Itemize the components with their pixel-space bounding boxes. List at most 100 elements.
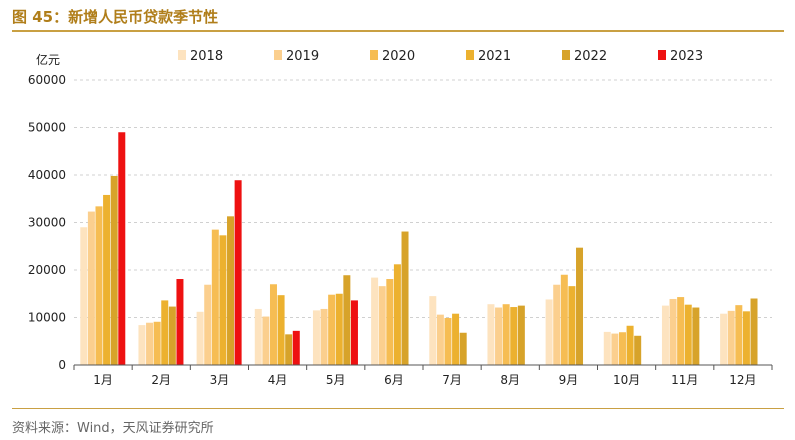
bar-2022-4 [285,334,293,365]
bar-2020-3 [211,229,219,365]
bar-2018-3 [196,311,204,365]
x-tick-label: 4月 [268,373,288,387]
x-tick-label: 1月 [93,373,113,387]
bar-2021-9 [568,286,576,365]
bar-2019-12 [727,310,735,365]
y-axis-unit: 亿元 [36,52,60,67]
bar-2020-4 [269,284,277,365]
bar-2018-5 [312,310,320,365]
bar-2022-2 [168,306,176,365]
bar-2021-12 [742,311,750,365]
y-tick-label: 50000 [28,121,66,135]
bar-2022-1 [110,175,118,365]
bar-2023-5 [350,300,358,365]
x-tick-label: 9月 [559,373,579,387]
bar-2019-6 [378,286,386,365]
source-note: 资料来源：Wind，天风证券研究所 [12,421,214,436]
bar-2018-10 [603,331,611,365]
bar-2022-12 [750,298,758,365]
bar-2018-1 [80,227,88,365]
bar-2020-10 [618,332,626,365]
title-divider [12,30,784,32]
bar-2022-9 [576,247,584,365]
bar-2020-5 [328,294,336,365]
bar-2022-7 [459,332,467,365]
legend-label-2018: 2018 [190,49,223,64]
y-tick-label: 30000 [28,216,66,230]
y-tick-label: 0 [58,358,66,372]
bar-2020-8 [502,304,510,365]
bar-2022-3 [227,216,235,365]
x-tick-label: 6月 [384,373,404,387]
x-tick-label: 11月 [671,373,698,387]
bar-2019-9 [553,284,561,365]
bar-2020-11 [677,297,685,365]
legend-swatch-2020 [370,50,378,60]
legend-label-2023: 2023 [670,49,703,64]
bar-2021-1 [103,194,111,365]
bar-2021-4 [277,295,285,365]
source-divider [12,408,784,409]
bar-2020-9 [560,274,568,365]
chart-title: 图 45：新增人民币贷款季节性 [12,8,219,26]
legend-swatch-2021 [466,50,474,60]
bar-2019-2 [146,322,154,365]
bar-2021-3 [219,235,227,365]
x-tick-label: 7月 [442,373,462,387]
bar-2019-5 [320,308,328,365]
y-tick-label: 40000 [28,168,66,182]
bar-2018-9 [545,299,553,365]
legend-swatch-2023 [658,50,666,60]
bar-2018-8 [487,304,495,365]
x-tick-label: 5月 [326,373,346,387]
bar-2022-8 [517,305,525,365]
x-tick-label: 3月 [210,373,230,387]
bar-2019-11 [669,298,677,365]
y-tick-label: 20000 [28,263,66,277]
bar-2020-12 [735,305,743,365]
bar-2020-2 [153,321,161,365]
bar-2019-8 [495,307,503,365]
bar-2021-7 [452,313,460,365]
x-tick-label: 8月 [500,373,520,387]
bar-2019-4 [262,316,270,365]
y-tick-label: 60000 [28,73,66,87]
bar-series [80,132,758,365]
bar-2021-10 [626,325,634,365]
bar-2023-4 [292,330,300,365]
bar-2021-6 [393,264,401,365]
bar-2018-2 [138,325,146,365]
bar-2020-7 [444,317,452,365]
y-axis-ticks: 0 10000 20000 30000 40000 50000 60000 [28,73,66,372]
bar-2023-1 [118,132,126,365]
bar-2023-2 [176,279,184,365]
bar-2018-7 [429,296,437,365]
bar-2021-11 [684,304,692,365]
bar-2018-6 [371,277,379,365]
legend-label-2020: 2020 [382,49,415,64]
legend-label-2022: 2022 [574,49,607,64]
legend-label-2019: 2019 [286,49,319,64]
x-axis: 1月 2月 3月 4月 5月 6月 7月 8月 9月 10月 11月 12月 [73,364,773,387]
x-tick-label: 10月 [613,373,640,387]
bar-2022-10 [634,335,642,365]
bar-2018-11 [661,305,669,365]
bar-2021-5 [335,293,343,365]
x-tick-label: 12月 [729,373,756,387]
bar-2020-1 [95,206,103,365]
bar-2021-2 [161,300,169,365]
bar-2019-10 [611,333,619,365]
x-tick-label: 2月 [151,373,171,387]
gridlines [74,79,772,318]
bar-2019-7 [436,314,444,365]
bar-2022-11 [692,307,700,365]
bar-2022-5 [343,275,351,365]
legend-swatch-2018 [178,50,186,60]
legend: 2018 2019 2020 2021 2022 2023 [178,49,703,64]
bar-2023-3 [234,180,242,365]
bar-2018-12 [720,313,728,365]
legend-swatch-2019 [274,50,282,60]
bar-2018-4 [254,308,262,365]
bar-2022-6 [401,231,409,365]
